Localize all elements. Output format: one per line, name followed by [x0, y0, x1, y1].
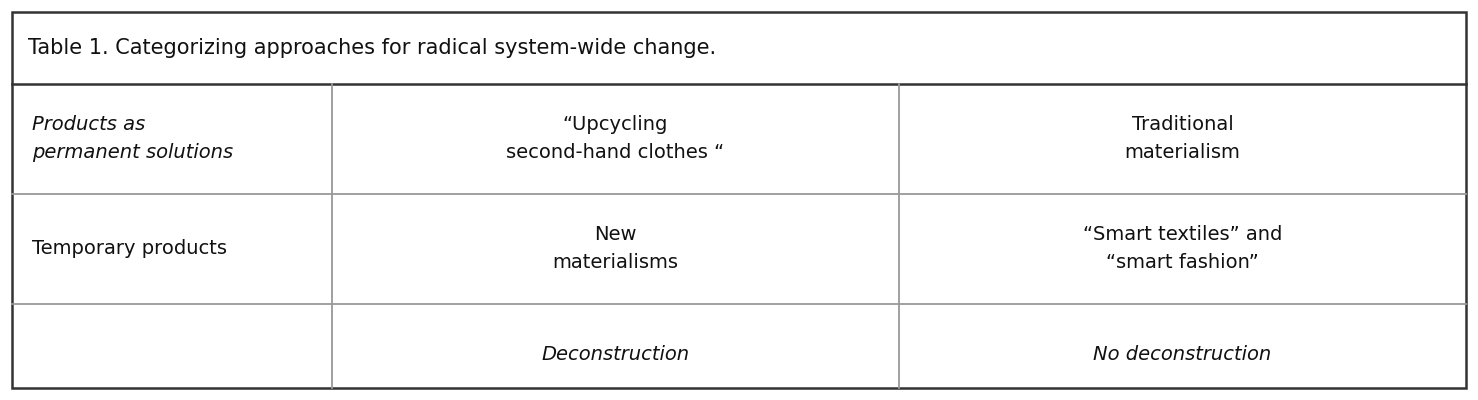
Text: “Smart textiles” and
“smart fashion”: “Smart textiles” and “smart fashion”	[1083, 226, 1281, 272]
Text: New
materialisms: New materialisms	[553, 226, 678, 272]
Text: Temporary products: Temporary products	[33, 240, 228, 258]
Text: Table 1. Categorizing approaches for radical system-wide change.: Table 1. Categorizing approaches for rad…	[28, 38, 717, 58]
Text: Traditional
materialism: Traditional materialism	[1125, 116, 1240, 162]
Text: No deconstruction: No deconstruction	[1094, 344, 1271, 364]
Text: “Upcycling
second-hand clothes “: “Upcycling second-hand clothes “	[507, 116, 724, 162]
Text: Products as
permanent solutions: Products as permanent solutions	[33, 116, 234, 162]
Text: Deconstruction: Deconstruction	[541, 344, 689, 364]
